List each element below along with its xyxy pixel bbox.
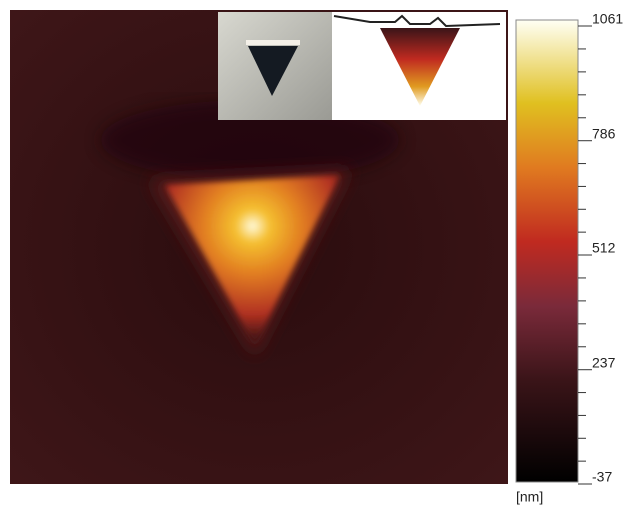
inset-optical [218,12,332,120]
afm-figure: [nm] -37 237 512 786 1061 [0,0,633,512]
colorbar-unit: [nm] [516,489,543,505]
colorbar-tick-label: 512 [592,240,616,256]
colorbar-tick-label: -37 [592,469,612,485]
colorbar-tick-label: 237 [592,354,616,370]
colorbar [516,20,578,482]
colorbar-tick-label: 786 [592,125,616,141]
colorbar-tick-label: 1061 [592,11,623,27]
inset-profile [332,12,506,120]
